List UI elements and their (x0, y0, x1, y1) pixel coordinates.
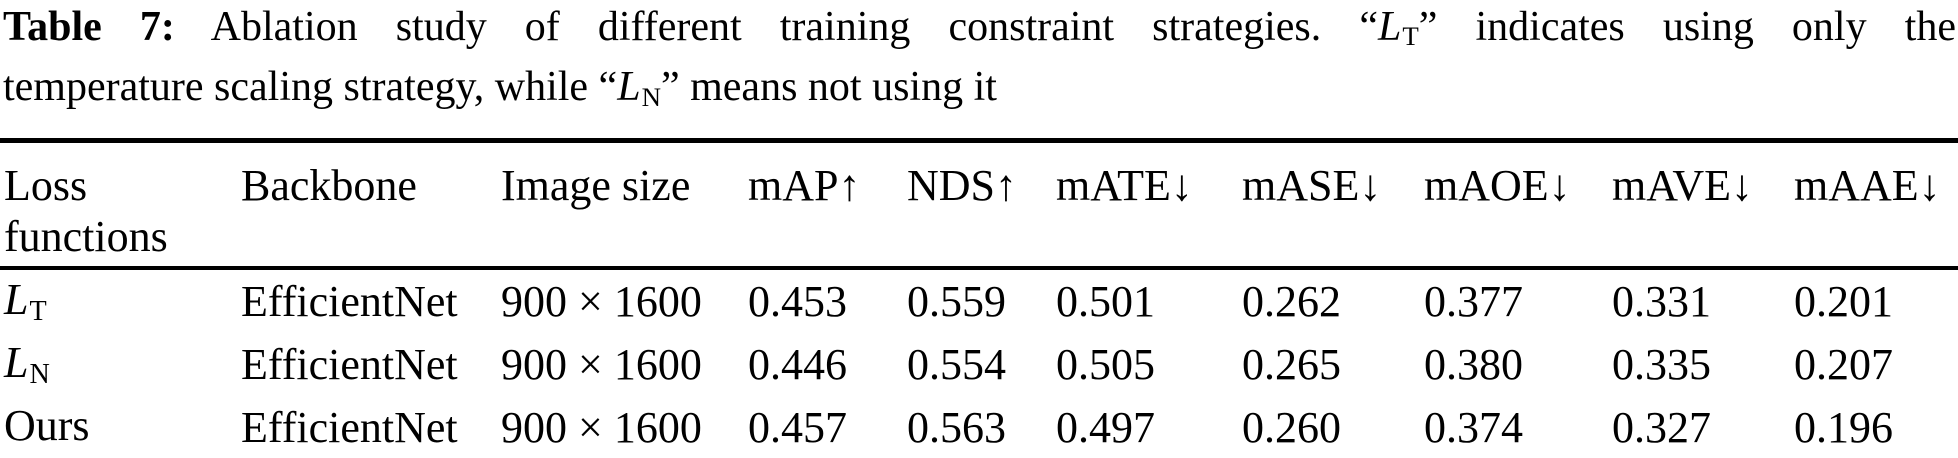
loss-symbol-sub: T (29, 296, 47, 328)
caption-math-L-N-sub: N (641, 81, 661, 112)
loss-symbol-base: L (4, 275, 29, 325)
col-header-mase: mASE↓ (1242, 160, 1382, 210)
caption-text-b: ” indicates using only the (1418, 4, 1956, 50)
col-header-map: mAP↑ (748, 160, 861, 210)
cell-maoe: 0.377 (1424, 276, 1523, 326)
col-header-maoe: mAOE↓ (1424, 160, 1571, 210)
cell-mate: 0.501 (1056, 276, 1155, 326)
cell-loss-function: LT (0, 268, 241, 333)
cell-mave: 0.335 (1612, 339, 1711, 389)
cell-nds: 0.554 (907, 339, 1006, 389)
cell-nds: 0.563 (907, 402, 1006, 452)
cell-mate: 0.505 (1056, 339, 1155, 389)
col-header-loss-functions: Loss functions (4, 160, 168, 261)
cell-loss-function: LN (0, 333, 241, 396)
caption-text-a: Ablation study of different training con… (174, 4, 1378, 50)
table-row-lt: LT EfficientNet 900 × 1600 0.453 0.559 0… (0, 268, 1958, 333)
caption-text-c: temperature scaling strategy, while “ (3, 64, 618, 111)
cell-mave: 0.327 (1612, 402, 1711, 452)
cell-maae: 0.207 (1794, 339, 1893, 389)
cell-mate: 0.497 (1056, 402, 1155, 452)
cell-maae: 0.201 (1794, 276, 1893, 326)
table-row-ln: LN EfficientNet 900 × 1600 0.446 0.554 0… (0, 333, 1958, 396)
cell-backbone: EfficientNet (241, 402, 458, 452)
col-header-image-size: Image size (501, 160, 691, 210)
cell-image-size: 900 × 1600 (501, 402, 702, 452)
caption-line-1: Table 7: Ablation study of different tra… (3, 2, 1956, 62)
loss-symbol-sub: N (29, 359, 50, 391)
cell-backbone: EfficientNet (241, 276, 458, 326)
col-header-nds: NDS↑ (907, 160, 1018, 210)
table-row-ours: Ours EfficientNet 900 × 1600 0.457 0.563… (0, 396, 1958, 458)
cell-mase: 0.262 (1242, 276, 1341, 326)
cell-backbone: EfficientNet (241, 339, 458, 389)
cell-image-size: 900 × 1600 (501, 276, 702, 326)
cell-mase: 0.260 (1242, 402, 1341, 452)
header-row: Loss functions Backbone Image size mAP↑ … (0, 140, 1958, 268)
cell-map: 0.457 (748, 402, 847, 452)
loss-symbol-base: Ours (4, 401, 90, 451)
col-header-mave: mAVE↓ (1612, 160, 1753, 210)
caption-table-tag: Table 7: (3, 4, 175, 50)
cell-maoe: 0.374 (1424, 402, 1523, 452)
cell-map: 0.446 (748, 339, 847, 389)
col-header-backbone: Backbone (241, 160, 417, 210)
caption-math-L-N-base: L (617, 64, 641, 111)
loss-symbol-base: L (4, 338, 29, 388)
cell-maoe: 0.380 (1424, 339, 1523, 389)
caption-math-L-T-sub: T (1402, 21, 1419, 52)
caption-math-L-T-base: L (1377, 4, 1402, 50)
col-header-maae: mAAE↓ (1794, 160, 1941, 210)
cell-mave: 0.331 (1612, 276, 1711, 326)
table-caption: Table 7: Ablation study of different tra… (0, 0, 1958, 123)
cell-mase: 0.265 (1242, 339, 1341, 389)
cell-loss-function: Ours (0, 396, 241, 458)
col-header-mate: mATE↓ (1056, 160, 1193, 210)
cell-nds: 0.559 (907, 276, 1006, 326)
cell-maae: 0.196 (1794, 402, 1893, 452)
ablation-results-table: Loss functions Backbone Image size mAP↑ … (0, 137, 1958, 458)
caption-text-d: ” means not using it (660, 64, 997, 111)
cell-map: 0.453 (748, 276, 847, 326)
caption-line-2: temperature scaling strategy, while “LN”… (3, 62, 1956, 122)
cell-image-size: 900 × 1600 (501, 339, 702, 389)
